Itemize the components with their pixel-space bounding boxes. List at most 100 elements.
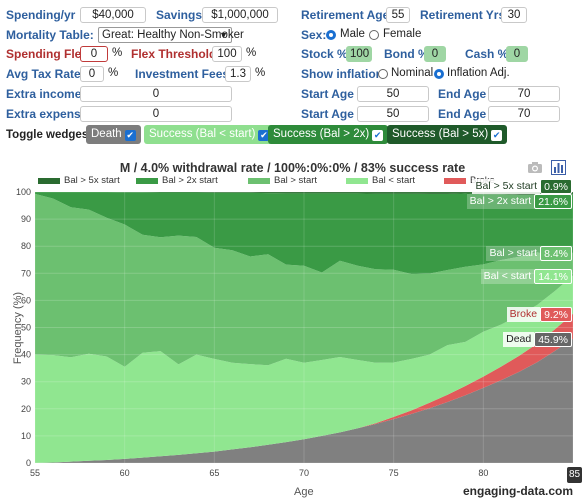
y-tick-label: 50 — [21, 323, 31, 333]
legend-swatch[interactable] — [248, 178, 270, 184]
legend-swatch[interactable] — [38, 178, 60, 184]
extra-expense-input[interactable]: 0 — [80, 106, 232, 122]
end-label-name: Bal > start — [486, 246, 541, 261]
y-tick-label: 0 — [26, 458, 31, 468]
inflation-label: Show inflation: — [301, 67, 387, 81]
x-tick-label: 70 — [299, 468, 309, 478]
stock-input[interactable]: 100 — [346, 46, 372, 62]
end-label-value: 14.1% — [534, 269, 572, 284]
income-start-age-label: Start Age — [301, 87, 354, 101]
extra-income-label: Extra income — [6, 87, 82, 101]
income-end-age-label: End Age — [438, 87, 487, 101]
mortality-selected-value: Great: Healthy Non-Smoker — [102, 29, 244, 41]
mortality-label: Mortality Table: — [6, 28, 94, 42]
legend-swatch[interactable] — [346, 178, 368, 184]
toggle-death-button[interactable]: Death ✔ — [86, 125, 141, 144]
end-label-name: Dead — [503, 332, 535, 347]
end-label-dead: Dead 45.9% — [503, 332, 572, 347]
checkbox-checked-icon[interactable]: ✔ — [124, 130, 136, 141]
legend-label[interactable]: Bal > 2x start — [162, 175, 218, 186]
mortality-select[interactable]: Great: Healthy Non-Smoker ▼ — [98, 27, 244, 43]
area-bal-start — [35, 193, 573, 367]
end-label-bal-start: Bal > start 8.4% — [486, 246, 572, 261]
area-dead — [35, 338, 573, 463]
y-tick-label: 60 — [21, 295, 31, 305]
spending-flex-input[interactable]: 0 — [80, 46, 108, 62]
x-tick-label: 80 — [478, 468, 488, 478]
end-label-bal-5x-start: Bal > 5x start 0.9% — [472, 179, 572, 194]
legend-swatch[interactable] — [136, 178, 158, 184]
chevron-down-icon: ▼ — [219, 30, 228, 40]
area-bal-5x-start — [35, 192, 573, 196]
toggle-death-label: Death — [91, 128, 122, 140]
y-tick-label: 80 — [21, 241, 31, 251]
fees-label: Investment Fees — [135, 67, 230, 81]
sex-female-radio[interactable] — [369, 30, 379, 40]
fees-input[interactable]: 1.3 — [225, 66, 251, 82]
y-tick-label: 100 — [16, 187, 31, 197]
spending-flex-unit: % — [112, 47, 123, 59]
x-axis-label: Age — [294, 486, 314, 498]
tax-input[interactable]: 0 — [80, 66, 104, 82]
savings-input[interactable]: $1,000,000 — [202, 7, 278, 23]
expense-end-age-label: End Age — [438, 107, 487, 121]
end-label-value: 0.9% — [540, 179, 572, 194]
toggle-wedges-label: Toggle wedges: — [6, 129, 93, 141]
area-bal-start — [35, 275, 573, 463]
inflation-nominal-radio[interactable] — [378, 69, 388, 79]
inflation-adj-label: Inflation Adj. — [447, 67, 510, 79]
checkbox-checked-icon[interactable]: ✔ — [372, 130, 384, 141]
x-tick-label: 65 — [209, 468, 219, 478]
retirement-yrs-input[interactable]: 30 — [501, 7, 527, 23]
end-age-badge: 85 — [567, 467, 582, 483]
sex-male-radio[interactable] — [326, 30, 336, 40]
expense-start-age-input[interactable]: 50 — [357, 106, 429, 122]
income-end-age-input[interactable]: 70 — [488, 86, 560, 102]
area-chart: 0 10 20 30 40 50 60 70 80 90 100 55 60 65 70 75 80 — [16, 187, 574, 478]
cash-label: Cash % — [465, 47, 509, 61]
watermark: engaging-data.com — [463, 484, 574, 498]
end-label-name: Bal < start — [480, 269, 535, 284]
end-label-value: 9.2% — [540, 307, 572, 322]
chart-title: M / 4.0% withdrawal rate / 100%:0%:0% / … — [119, 161, 466, 175]
end-label-value: 21.6% — [534, 194, 572, 209]
end-label-value: 45.9% — [534, 332, 572, 347]
income-start-age-input[interactable]: 50 — [357, 86, 429, 102]
spending-input[interactable]: $40,000 — [80, 7, 146, 23]
toggle-bal-gt-5x-button[interactable]: Success (Bal > 5x) ✔ — [387, 125, 508, 144]
camera-icon[interactable] — [527, 161, 543, 174]
y-tick-label: 40 — [21, 350, 31, 360]
sex-label: Sex: — [301, 28, 327, 42]
toggle-bal-gt-2x-label: Success (Bal > 2x) — [273, 128, 370, 140]
sex-male-label: Male — [340, 28, 365, 40]
checkbox-checked-icon[interactable]: ✔ — [258, 130, 270, 141]
y-tick-label: 20 — [21, 404, 31, 414]
extra-expense-label: Extra expense — [6, 107, 88, 121]
end-label-broke: Broke 9.2% — [506, 307, 572, 322]
toggle-bal-gt-2x-button[interactable]: Success (Bal > 2x) ✔ — [268, 125, 389, 144]
extra-income-input[interactable]: 0 — [80, 86, 232, 102]
legend-label[interactable]: Bal > start — [274, 175, 318, 186]
y-axis-label: Frequency (%) — [12, 291, 25, 365]
bond-label: Bond % — [384, 47, 429, 61]
inflation-adj-radio[interactable] — [434, 69, 444, 79]
y-tick-label: 10 — [21, 431, 31, 441]
cash-input[interactable]: 0 — [506, 46, 528, 62]
end-label-name: Bal > 5x start — [472, 179, 541, 194]
flex-threshold-input[interactable]: 100 — [212, 46, 242, 62]
expense-end-age-input[interactable]: 70 — [488, 106, 560, 122]
toggle-bal-gt-5x-label: Success (Bal > 5x) — [392, 128, 489, 140]
legend-label[interactable]: Bal > 5x start — [64, 175, 120, 186]
toggle-bal-lt-start-button[interactable]: Success (Bal < start) ✔ — [144, 125, 275, 144]
legend-swatch[interactable] — [444, 178, 466, 184]
bond-input[interactable]: 0 — [424, 46, 446, 62]
retirement-yrs-label: Retirement Yrs — [420, 8, 506, 22]
y-tick-label: 70 — [21, 268, 31, 278]
retirement-age-input[interactable]: 55 — [386, 7, 410, 23]
bar-chart-icon[interactable] — [551, 160, 566, 175]
legend-label[interactable]: Bal < start — [372, 175, 416, 186]
inflation-nominal-label: Nominal — [391, 67, 434, 79]
spending-flex-label: Spending Flex — [6, 47, 89, 61]
sex-female-label: Female — [383, 28, 422, 40]
checkbox-checked-icon[interactable]: ✔ — [491, 130, 503, 141]
